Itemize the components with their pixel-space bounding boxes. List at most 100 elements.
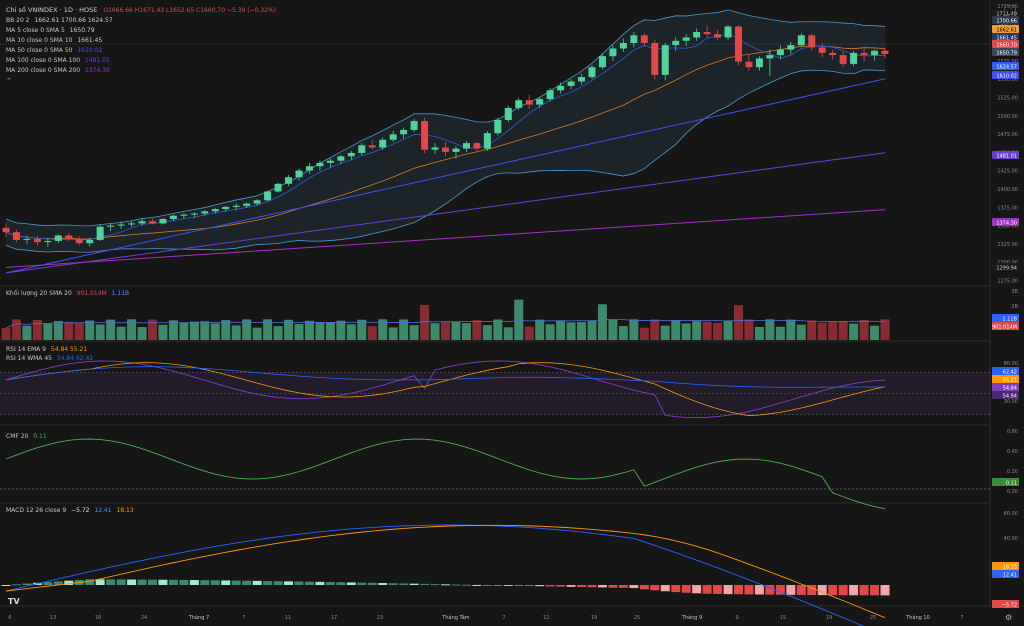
indicator-legend-row[interactable]: MA 100 close 0 SMA 100 1481.01	[6, 56, 276, 66]
macd-histogram-bar	[734, 585, 743, 595]
indicator-legend-values: 1610.02	[75, 47, 103, 54]
candle-body	[149, 221, 156, 224]
time-tick-label: 15	[780, 615, 786, 621]
candle-body	[525, 100, 533, 105]
macd-histogram-bar	[200, 580, 210, 585]
candle-body	[661, 45, 669, 75]
volume-sma-line	[5, 319, 886, 329]
time-tick-label: 24	[141, 615, 147, 621]
candle-body	[703, 32, 711, 35]
indicator-legend-row[interactable]: MA 50 close 0 SMA 50 1610.02	[6, 46, 276, 56]
price-tick-label: 1325.00	[997, 242, 1018, 248]
volume-bar	[168, 320, 178, 340]
candle-body	[389, 134, 397, 140]
macd-histogram-bar	[775, 585, 785, 595]
volume-bar	[231, 325, 241, 340]
rsi-legend: RSI 14 EMA 9 54.84 55.21 RSI 14 WMA 45 54…	[6, 345, 93, 363]
symbol-title-row[interactable]: Chỉ số VNINDEX · 1D · HOSE O1666.66 H167…	[6, 5, 276, 16]
candle-body	[12, 232, 20, 240]
volume-bar	[786, 319, 796, 340]
price-badge-text: 1374.30	[996, 221, 1017, 227]
candle-body	[808, 35, 816, 48]
macd-histogram-bar	[252, 580, 262, 585]
cmf-badge-text: 0.11	[1006, 481, 1017, 487]
volume-bar	[472, 320, 482, 340]
candle-body	[755, 58, 763, 68]
macd-histogram-bar	[11, 584, 21, 586]
tradingview-logo-icon[interactable]: TV	[8, 597, 20, 606]
volume-bar	[639, 327, 649, 340]
candle-body	[651, 43, 659, 75]
volume-bar	[388, 327, 398, 340]
candle-body	[295, 170, 303, 178]
price-tick-label: 1500.00	[997, 114, 1018, 120]
macd-histogram-bar	[273, 581, 283, 585]
volume-bar	[754, 326, 764, 340]
macd-histogram-bar	[723, 585, 733, 595]
candle-body	[316, 162, 324, 167]
macd-histogram-bar	[43, 582, 53, 585]
volume-legend-label[interactable]: Khối lượng 20 SMA 20	[6, 290, 72, 297]
cmf-legend-label[interactable]: CMF 20	[6, 433, 29, 440]
volume-bar	[775, 326, 785, 340]
macd-histogram-bar	[587, 585, 597, 588]
rsi-legend-label: RSI 14 EMA 9	[6, 346, 46, 353]
macd-histogram-bar	[650, 585, 660, 591]
indicator-legend-label: BB 20 2	[6, 17, 30, 24]
rsi-badge-text: 54.84	[1003, 386, 1017, 392]
macd-signal-line	[5, 524, 886, 619]
candle-body	[128, 223, 136, 225]
volume-bar	[325, 322, 335, 340]
macd-histogram-bar	[315, 581, 325, 585]
cmf-value: 0.11	[33, 433, 47, 440]
indicator-legend-row[interactable]: BB 20 2 1662.61 1700.66 1624.57	[6, 16, 276, 26]
volume-bar	[420, 304, 430, 340]
time-tick-label: Tháng 7	[188, 614, 209, 621]
candle-body	[222, 206, 230, 210]
symbol-title[interactable]: Chỉ số VNINDEX · 1D · HOSE	[6, 6, 98, 14]
time-tick-label: 25	[634, 615, 640, 621]
macd-line	[5, 524, 865, 626]
cmf-line	[5, 438, 886, 510]
cmf-tick-label: 0.40	[1007, 449, 1018, 455]
indicator-legend-label: MA 50 close 0 SMA 50	[6, 47, 73, 54]
price-tick-label: 1525.00	[997, 96, 1018, 102]
indicator-legend-row[interactable]: MA 10 close 0 SMA 10 1661.45	[6, 36, 276, 46]
indicator-legend-row[interactable]: MA 5 close 0 SMA 5 1650.79	[6, 26, 276, 36]
volume-bar	[493, 319, 503, 340]
collapse-legend-icon[interactable]: ⌃	[6, 77, 12, 85]
candle-body	[379, 139, 387, 148]
volume-bar	[723, 320, 733, 340]
macd-histogram-bar	[106, 579, 116, 585]
candle-body	[829, 52, 837, 56]
time-tick-label: 11	[285, 615, 291, 621]
macd-badge	[992, 562, 1019, 570]
macd-histogram-bar	[325, 582, 335, 585]
volume-bar	[357, 319, 367, 340]
chart-settings-icon[interactable]: ⚙	[1005, 613, 1013, 622]
macd-histogram-bar	[503, 585, 513, 586]
volume-bar	[137, 327, 147, 340]
price-badge	[992, 218, 1019, 226]
rsi-tick-label: 30.00	[1004, 399, 1018, 405]
indicator-legend-row[interactable]: MA 200 close 0 SMA 200 1374.30	[6, 66, 276, 76]
rsi-legend-row[interactable]: RSI 14 WMA 45 54.84 62.42	[6, 354, 93, 363]
candle-body	[850, 52, 858, 64]
candle-body	[169, 215, 177, 219]
volume-bar	[294, 324, 304, 340]
candle-body	[839, 55, 847, 64]
macd-legend-label[interactable]: MACD 12 26 close 9	[6, 507, 67, 514]
macd-histogram-bar	[263, 581, 273, 585]
volume-bar	[681, 323, 691, 340]
panel-maximize-icon[interactable]	[1004, 5, 1016, 15]
rsi-legend-row[interactable]: RSI 14 EMA 9 54.84 55.21	[6, 345, 93, 354]
macd-histogram-bar	[451, 584, 461, 586]
macd-histogram-bar	[336, 582, 346, 585]
rsi-legend-values: 54.84 55.21	[49, 346, 88, 353]
volume-bar	[859, 319, 869, 340]
macd-histogram-bar	[357, 582, 367, 585]
time-tick-label: 19	[826, 615, 832, 621]
candle-body	[609, 48, 617, 57]
price-tick-label: 1400.00	[997, 187, 1018, 193]
